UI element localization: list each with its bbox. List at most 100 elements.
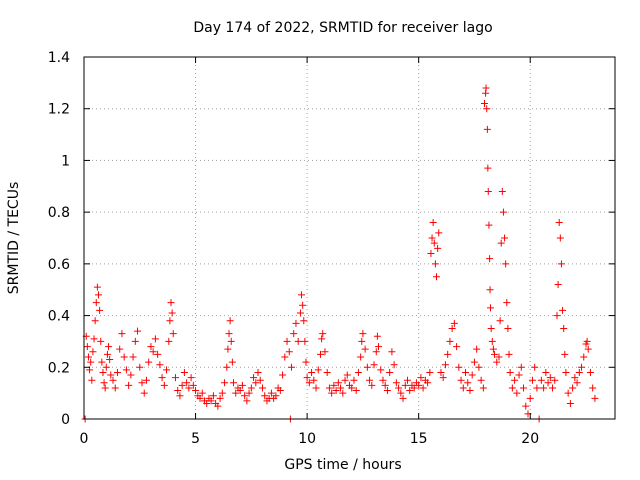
- data-point: [283, 337, 291, 345]
- data-point: [149, 348, 157, 356]
- data-point: [580, 353, 588, 361]
- data-point: [103, 350, 111, 358]
- data-point: [245, 389, 253, 397]
- data-point: [171, 374, 179, 382]
- data-point: [97, 337, 105, 345]
- data-point: [487, 304, 495, 312]
- data-point: [453, 343, 461, 351]
- data-point: [166, 317, 174, 325]
- data-point: [390, 361, 398, 369]
- data-point: [526, 394, 534, 402]
- data-point: [479, 384, 487, 392]
- data-point: [459, 384, 467, 392]
- data-point: [427, 250, 435, 258]
- data-point: [564, 389, 572, 397]
- data-point: [562, 368, 570, 376]
- data-point: [497, 239, 505, 247]
- data-point: [113, 368, 121, 376]
- data-points: [81, 84, 599, 423]
- data-point: [417, 374, 425, 382]
- data-point: [566, 399, 574, 407]
- data-point: [100, 379, 108, 387]
- y-tick-label: 1: [61, 153, 70, 169]
- data-point: [131, 337, 139, 345]
- data-point: [116, 345, 124, 353]
- data-point: [517, 363, 525, 371]
- data-point: [559, 306, 567, 314]
- data-point: [531, 363, 539, 371]
- data-point: [176, 392, 184, 400]
- data-point: [299, 301, 307, 309]
- data-point: [482, 84, 490, 92]
- data-point: [343, 371, 351, 379]
- data-point: [120, 353, 128, 361]
- data-point: [370, 361, 378, 369]
- data-point: [328, 389, 336, 397]
- data-point: [296, 309, 304, 317]
- data-point: [169, 330, 177, 338]
- data-point: [366, 376, 374, 384]
- data-point: [90, 335, 98, 343]
- data-point: [571, 374, 579, 382]
- data-point: [395, 384, 403, 392]
- data-point: [165, 337, 173, 345]
- data-point: [450, 319, 458, 327]
- data-point: [522, 402, 530, 410]
- data-point: [285, 348, 293, 356]
- data-point: [224, 345, 232, 353]
- data-point: [352, 387, 360, 395]
- data-point: [489, 345, 497, 353]
- x-tick-label: 5: [191, 431, 200, 447]
- data-point: [399, 394, 407, 402]
- x-tick-label: 10: [298, 431, 316, 447]
- data-point: [89, 348, 97, 356]
- y-tick-label: 1.2: [48, 102, 70, 118]
- data-point: [488, 337, 496, 345]
- data-point: [446, 337, 454, 345]
- data-point: [158, 374, 166, 382]
- data-point: [254, 368, 262, 376]
- data-point: [302, 358, 310, 366]
- data-point: [556, 234, 564, 242]
- data-point: [561, 350, 569, 358]
- data-point: [98, 358, 106, 366]
- y-tick-label: 1.4: [48, 50, 70, 66]
- data-point: [544, 379, 552, 387]
- data-point: [504, 325, 512, 332]
- data-point: [357, 353, 365, 361]
- data-point: [303, 374, 311, 382]
- data-point: [93, 283, 101, 291]
- y-tick-label: 0.6: [48, 257, 70, 273]
- data-point: [401, 381, 409, 389]
- data-point: [125, 381, 133, 389]
- data-point: [180, 368, 188, 376]
- data-point: [308, 368, 316, 376]
- data-point: [118, 330, 126, 338]
- data-point: [178, 381, 186, 389]
- data-point: [287, 363, 295, 371]
- data-point: [250, 374, 258, 382]
- data-point: [392, 379, 400, 387]
- data-point: [397, 389, 405, 397]
- y-tick-label: 0: [61, 412, 70, 428]
- data-point: [111, 384, 119, 392]
- chart-title: Day 174 of 2022, SRMTID for receiver lag…: [193, 20, 492, 36]
- data-point: [138, 379, 146, 387]
- data-point: [163, 366, 171, 374]
- data-point: [473, 345, 481, 353]
- data-point: [151, 335, 159, 343]
- data-point: [551, 376, 559, 384]
- data-point: [281, 353, 289, 361]
- data-point: [314, 366, 322, 374]
- data-point: [553, 312, 561, 320]
- data-point: [227, 337, 235, 345]
- data-point: [426, 368, 434, 376]
- data-point: [95, 291, 103, 299]
- data-point: [428, 234, 436, 242]
- data-point: [243, 397, 251, 405]
- data-point: [87, 358, 95, 366]
- data-point: [477, 376, 485, 384]
- data-point: [305, 379, 313, 387]
- data-point: [238, 381, 246, 389]
- data-point: [316, 350, 324, 358]
